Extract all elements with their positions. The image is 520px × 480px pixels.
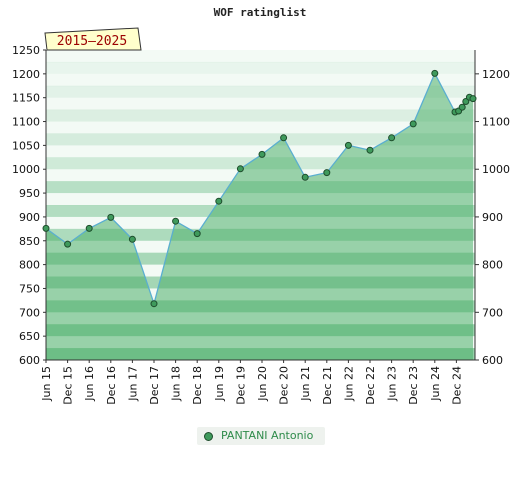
plot-band xyxy=(46,50,475,63)
data-point xyxy=(280,134,288,142)
y-tick-label-left: 850 xyxy=(19,235,40,248)
y-tick-label-right: 1000 xyxy=(482,163,510,176)
data-point xyxy=(431,69,439,77)
y-tick-label-left: 1000 xyxy=(12,163,40,176)
y-tick-label-right: 900 xyxy=(482,211,503,224)
y-tick-label-left: 1050 xyxy=(12,139,40,152)
y-tick-label-right: 700 xyxy=(482,306,503,319)
data-point xyxy=(236,165,244,173)
x-tick-label: Jun 20 xyxy=(256,366,269,402)
x-tick-label: Dec 22 xyxy=(364,366,377,405)
legend: PANTANI Antonio xyxy=(197,427,325,445)
period-badge xyxy=(44,27,142,51)
data-point xyxy=(85,224,93,232)
x-tick-label: Jun 21 xyxy=(299,366,312,402)
plot-band xyxy=(46,73,475,87)
y-tick-label-left: 1100 xyxy=(12,116,40,129)
plot-band xyxy=(46,97,475,111)
y-tick-label-left: 950 xyxy=(19,187,40,200)
y-tick-label-left: 700 xyxy=(19,306,40,319)
x-tick-label: Jun 19 xyxy=(213,366,226,402)
data-point xyxy=(215,197,223,205)
x-tick-label: Dec 19 xyxy=(234,366,247,405)
legend-marker xyxy=(204,432,213,441)
data-point xyxy=(258,150,266,158)
y-tick-label-left: 900 xyxy=(19,211,40,224)
data-point xyxy=(301,173,309,181)
x-tick-label: Dec 16 xyxy=(105,366,118,405)
data-point xyxy=(323,169,331,177)
x-tick-label: Jun 15 xyxy=(40,366,53,402)
plot-band xyxy=(46,109,475,123)
data-point xyxy=(172,217,180,225)
x-tick-label: Jun 23 xyxy=(386,366,399,402)
plot-band xyxy=(46,133,475,146)
y-tick-label-left: 1200 xyxy=(12,68,40,81)
plot-band xyxy=(46,61,475,75)
data-point xyxy=(344,141,352,149)
data-point xyxy=(388,134,396,142)
x-tick-label: Dec 24 xyxy=(450,366,463,405)
data-point xyxy=(64,240,72,248)
x-tick-label: Dec 23 xyxy=(407,366,420,405)
data-point xyxy=(128,235,136,243)
y-tick-label-right: 800 xyxy=(482,259,503,272)
x-tick-label: Dec 18 xyxy=(191,366,204,405)
data-point xyxy=(458,103,466,111)
x-tick-label: Dec 17 xyxy=(148,366,161,405)
data-point xyxy=(193,230,201,238)
period-badge-label: 2015–2025 xyxy=(57,34,127,49)
data-point xyxy=(462,98,470,105)
x-tick-label: Jun 16 xyxy=(83,366,96,402)
y-tick-label-left: 1250 xyxy=(12,44,40,57)
data-point xyxy=(107,213,115,221)
y-tick-label-left: 750 xyxy=(19,282,40,295)
y-tick-label-left: 800 xyxy=(19,259,40,272)
x-tick-label: Dec 21 xyxy=(321,366,334,405)
y-tick-label-left: 600 xyxy=(19,354,40,367)
y-tick-label-left: 1150 xyxy=(12,92,40,105)
x-tick-label: Dec 20 xyxy=(278,366,291,405)
data-point xyxy=(469,95,477,103)
data-point xyxy=(150,300,158,308)
y-tick-label-right: 1100 xyxy=(482,116,510,129)
x-tick-label: Jun 24 xyxy=(429,366,442,402)
legend-label-pantani-antonio[interactable]: PANTANI Antonio xyxy=(221,429,314,442)
x-tick-label: Dec 15 xyxy=(62,366,75,405)
x-tick-label: Jun 22 xyxy=(342,366,355,402)
series-area xyxy=(46,73,473,361)
y-tick-label-right: 600 xyxy=(482,354,503,367)
chart-title: WOF ratinglist xyxy=(213,6,307,19)
data-point xyxy=(409,120,417,128)
plot-band xyxy=(46,85,475,99)
y-tick-label-left: 650 xyxy=(19,330,40,343)
x-tick-label: Jun 18 xyxy=(170,366,183,402)
data-point xyxy=(366,146,374,154)
plot-band xyxy=(46,121,475,134)
x-tick-label: Jun 17 xyxy=(126,366,139,402)
y-tick-label-right: 1200 xyxy=(482,68,510,81)
data-point xyxy=(42,224,50,232)
